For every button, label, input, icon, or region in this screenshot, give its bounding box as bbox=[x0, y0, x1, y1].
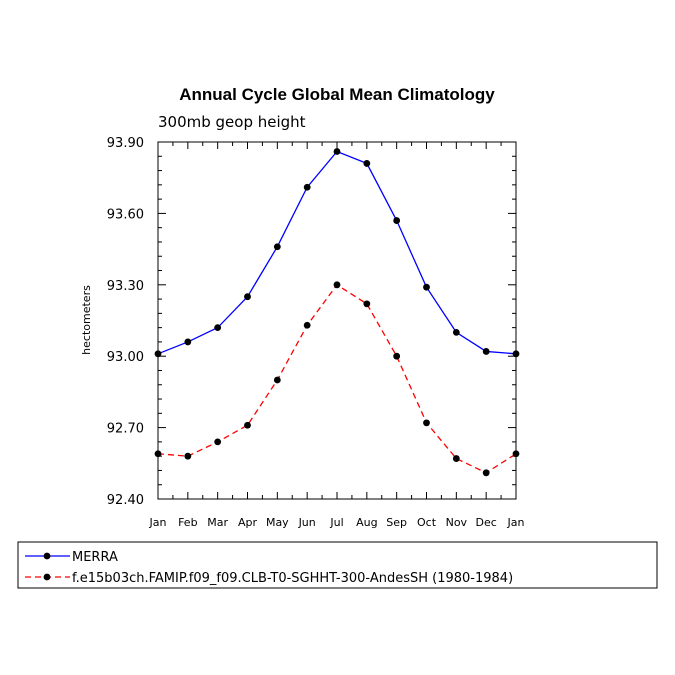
data-point-series-1 bbox=[303, 183, 311, 191]
data-point-series-2 bbox=[154, 450, 162, 458]
data-point-series-1 bbox=[512, 350, 520, 358]
legend-marker-1 bbox=[43, 552, 51, 560]
data-point-series-2 bbox=[273, 376, 281, 384]
legend-box bbox=[17, 541, 658, 589]
data-point-series-1 bbox=[184, 338, 192, 346]
data-point-series-1 bbox=[393, 217, 401, 224]
data-point-series-1 bbox=[244, 293, 251, 301]
y-axis-label: hectometers bbox=[80, 285, 93, 355]
x-tick-label: Dec bbox=[476, 516, 497, 529]
plot-frame bbox=[157, 141, 517, 500]
data-point-series-1 bbox=[482, 348, 490, 355]
y-tick-label: 93.00 bbox=[107, 350, 144, 365]
chart-title: Annual Cycle Global Mean Climatology bbox=[179, 85, 495, 104]
x-tick-label: Jan bbox=[149, 516, 167, 529]
data-point-series-2 bbox=[363, 300, 371, 308]
y-tick-label: 92.70 bbox=[107, 422, 144, 437]
data-point-series-1 bbox=[333, 148, 341, 155]
x-tick-label: Jul bbox=[329, 516, 343, 529]
data-point-series-1 bbox=[273, 243, 281, 251]
legend-label-1: MERRA bbox=[72, 550, 118, 565]
chart-subtitle: 300mb geop height bbox=[158, 113, 306, 131]
y-tick-label: 93.60 bbox=[107, 207, 144, 222]
data-point-series-2 bbox=[512, 450, 520, 458]
data-point-series-2 bbox=[452, 455, 460, 462]
x-tick-label: Nov bbox=[446, 516, 468, 529]
data-point-series-1 bbox=[154, 350, 162, 358]
y-tick-label: 93.30 bbox=[107, 279, 144, 294]
x-tick-label: Oct bbox=[417, 516, 437, 529]
series-line-2 bbox=[157, 283, 517, 474]
x-tick-label: Aug bbox=[356, 516, 377, 529]
data-point-series-2 bbox=[244, 421, 251, 429]
y-tick-label: 93.90 bbox=[107, 136, 144, 151]
data-point-series-2 bbox=[333, 281, 341, 289]
data-point-series-1 bbox=[363, 160, 371, 167]
data-point-series-2 bbox=[303, 321, 311, 329]
data-point-series-2 bbox=[423, 419, 430, 427]
data-point-series-2 bbox=[482, 469, 490, 477]
data-point-series-2 bbox=[214, 438, 222, 446]
x-tick-label: May bbox=[266, 516, 289, 529]
y-tick-label: 92.40 bbox=[107, 493, 144, 508]
legend: MERRA f.e15b03ch.FAMIP.f09_f09.CLB-T0-SGH… bbox=[25, 550, 513, 586]
series-line-1 bbox=[157, 150, 517, 355]
x-tick-label: Apr bbox=[238, 516, 258, 529]
series-lines bbox=[154, 148, 520, 477]
x-tick-label: Jan bbox=[507, 516, 525, 529]
x-tick-label: Sep bbox=[386, 516, 407, 529]
data-point-series-2 bbox=[184, 452, 192, 460]
data-point-series-1 bbox=[452, 329, 460, 336]
legend-marker-2 bbox=[43, 573, 51, 581]
legend-label-2: f.e15b03ch.FAMIP.f09_f09.CLB-T0-SGHHT-30… bbox=[72, 571, 513, 586]
x-tick-label: Feb bbox=[178, 516, 197, 529]
x-tick-label: Mar bbox=[207, 516, 228, 529]
data-point-series-2 bbox=[393, 352, 401, 360]
data-point-series-1 bbox=[423, 283, 430, 291]
x-tick-label: Jun bbox=[298, 516, 316, 529]
data-point-series-1 bbox=[214, 324, 222, 332]
axes-ticks: Jan Feb Mar Apr May Jun Jul Aug Sep Oct Nov Dec Jan 9… bbox=[107, 136, 525, 529]
